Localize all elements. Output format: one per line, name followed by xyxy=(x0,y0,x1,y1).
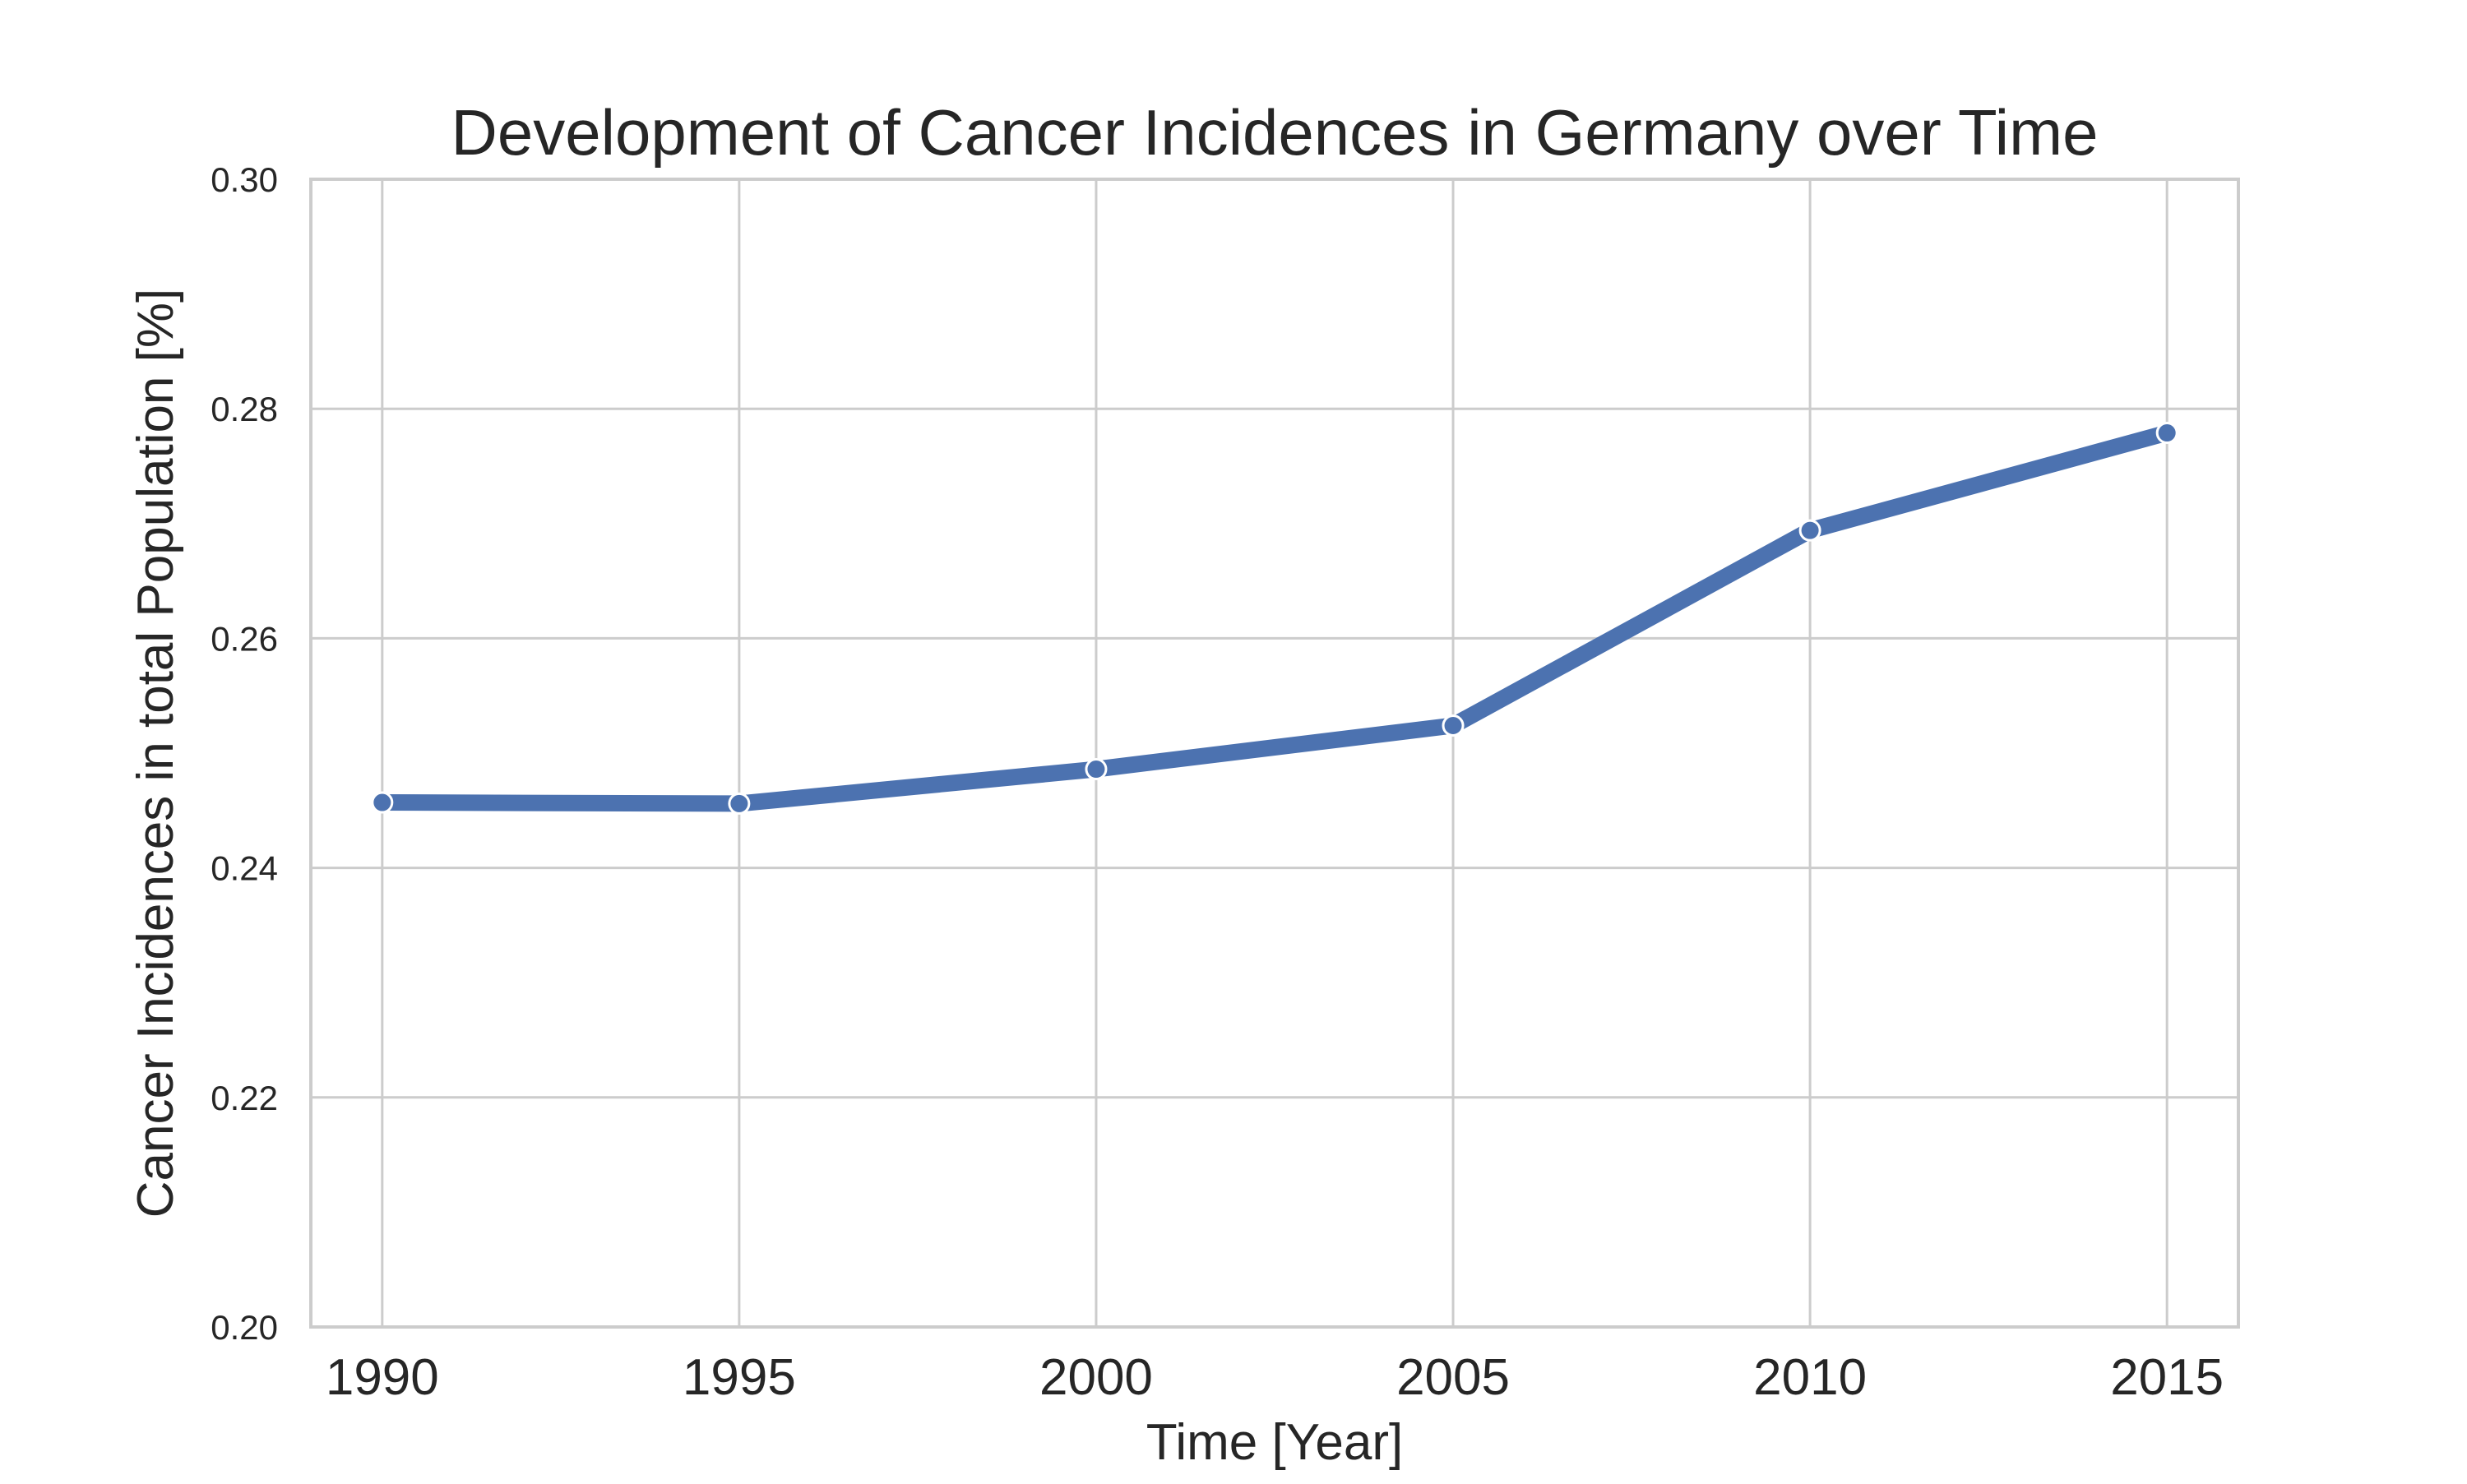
x-tick-labels: 1990 1995 2000 2005 2010 2015 xyxy=(326,1349,2224,1406)
y-tick-label: 0.22 xyxy=(211,1079,278,1117)
y-tick-label: 0.26 xyxy=(211,619,278,658)
x-tick-label: 1990 xyxy=(326,1349,439,1406)
data-point xyxy=(2155,422,2178,445)
x-axis-label: Time [Year] xyxy=(1146,1414,1403,1471)
series xyxy=(371,422,2178,815)
data-point xyxy=(1798,519,1821,542)
x-tick-label: 2000 xyxy=(1039,1349,1153,1406)
series-line xyxy=(373,424,2176,812)
y-tick-label: 0.24 xyxy=(211,849,278,888)
data-point xyxy=(371,791,394,814)
y-tick-label: 0.28 xyxy=(211,390,278,428)
x-tick-label: 1995 xyxy=(683,1349,796,1406)
y-tick-label: 0.30 xyxy=(211,160,278,199)
y-tick-labels: 0.20 0.22 0.24 0.26 0.28 0.30 xyxy=(211,160,278,1347)
data-point xyxy=(1442,714,1465,737)
y-tick-label: 0.20 xyxy=(211,1308,278,1347)
data-point xyxy=(728,792,751,815)
chart-title: Development of Cancer Incidences in Germ… xyxy=(451,96,2099,169)
data-point xyxy=(1085,758,1108,781)
y-axis-label: Cancer Incidences in total Population [%… xyxy=(127,289,184,1218)
x-tick-label: 2015 xyxy=(2110,1349,2224,1406)
x-tick-label: 2010 xyxy=(1753,1349,1867,1406)
plot-frame xyxy=(309,178,2240,1329)
x-tick-label: 2005 xyxy=(1396,1349,1510,1406)
